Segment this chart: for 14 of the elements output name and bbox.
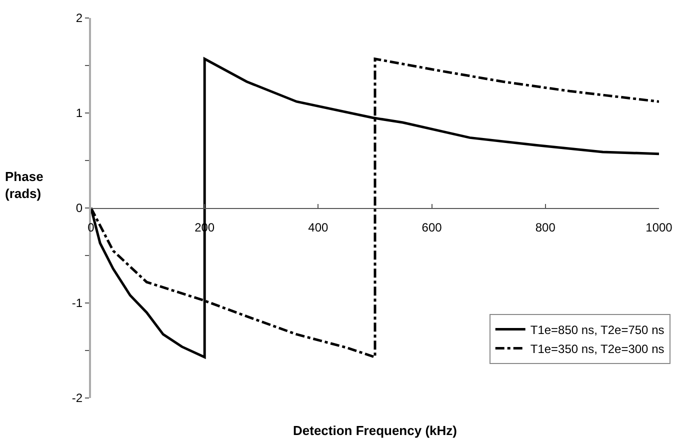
x-tick-label: 400: [308, 220, 329, 234]
y-tick-label: 0: [76, 201, 83, 216]
legend-label: T1e=850 ns, T2e=750 ns: [530, 322, 664, 337]
x-tick-label: 0: [88, 220, 95, 234]
x-tick-label: 800: [535, 220, 556, 234]
x-tick-label: 600: [422, 220, 442, 234]
y-axis-title: Phase (rads): [5, 169, 44, 201]
y-tick-label: -1: [72, 296, 83, 310]
legend-label: T1e=350 ns, T2e=300 ns: [530, 342, 664, 356]
x-axis-title: Detection Frequency (kHz): [293, 423, 457, 438]
y-tick-label: 2: [76, 11, 83, 26]
y-tick-label: -2: [72, 391, 83, 406]
x-tick-label: 1000: [646, 220, 673, 234]
y-tick-label: 1: [76, 106, 83, 120]
